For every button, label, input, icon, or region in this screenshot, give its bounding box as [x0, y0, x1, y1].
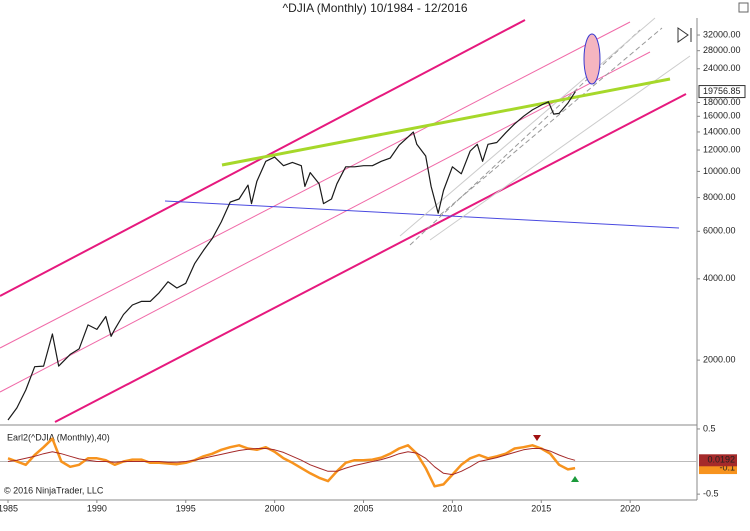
y-tick-label: 16000.00 [703, 111, 741, 121]
guide-line [399, 17, 656, 237]
trend-line [164, 200, 680, 229]
channel-line [0, 51, 651, 393]
y-tick-label: 0.5 [703, 423, 716, 433]
channel-line [0, 21, 631, 349]
last-value-label: 0.0192 [707, 455, 735, 465]
x-tick-label: 2000 [265, 503, 285, 513]
y-tick-label: 12000.00 [703, 144, 741, 154]
x-tick-label: 2015 [531, 503, 551, 513]
drawings [0, 17, 691, 482]
x-tick-label: 2010 [442, 503, 462, 513]
y-tick-label: 18000.00 [703, 97, 741, 107]
y-tick-label: 24000.00 [703, 63, 741, 73]
chart-title: ^DJIA (Monthly) 10/1984 - 12/2016 [282, 1, 467, 15]
x-tick-label: 1985 [0, 503, 18, 513]
x-tick-label: 1995 [176, 503, 196, 513]
y-tick-label: 2000.00 [703, 354, 736, 364]
scroll-end-button[interactable] [677, 27, 689, 43]
channel-line [54, 93, 687, 423]
last-value-label: 19756.85 [703, 86, 741, 96]
y-tick-label: 10000.00 [703, 166, 741, 176]
y-tick-label: 4000.00 [703, 273, 736, 283]
data-line [7, 437, 576, 488]
y-tick-label: -0.5 [703, 489, 719, 499]
x-tick-label: 2020 [620, 503, 640, 513]
panel-title: Earl2(^DJIA (Monthly),40) [7, 432, 110, 442]
y-tick-label: 6000.00 [703, 226, 736, 236]
dashed-line [439, 27, 663, 216]
resistance-line [221, 77, 671, 167]
buy-marker [571, 476, 579, 482]
button[interactable] [738, 2, 749, 13]
last-value-box [699, 454, 737, 467]
data-line [7, 448, 576, 476]
y-tick-label: 32000.00 [703, 29, 741, 39]
guide-line [429, 55, 691, 241]
ellipse [583, 33, 601, 85]
last-value-box [698, 85, 746, 99]
sell-marker [533, 435, 541, 441]
x-tick-label: 2005 [354, 503, 374, 513]
y-tick-label: 14000.00 [703, 126, 741, 136]
data-line [7, 91, 576, 421]
copyright: © 2016 NinjaTrader, LLC [4, 485, 104, 495]
y-tick-label: 8000.00 [703, 192, 736, 202]
last-value-label: -0.1 [719, 462, 735, 472]
y-tick-label: 28000.00 [703, 45, 741, 55]
dashed-line [409, 29, 641, 246]
x-tick-label: 1990 [87, 503, 107, 513]
